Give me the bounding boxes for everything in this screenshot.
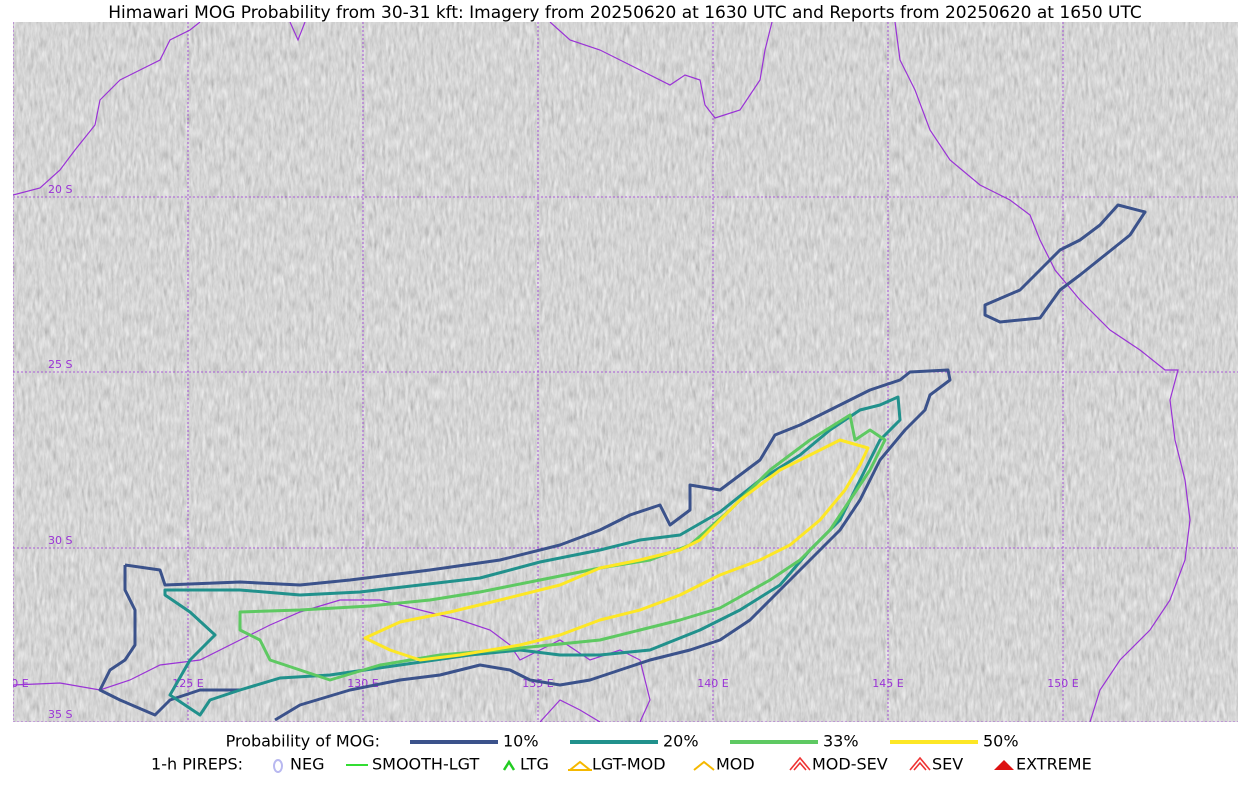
legend-label: SEV xyxy=(932,755,963,774)
legend-label: SMOOTH-LGT xyxy=(372,755,479,774)
longitude-label: 120 E xyxy=(0,677,29,690)
pirep-symbol xyxy=(994,760,1014,770)
legend-title: 1-h PIREPS: xyxy=(151,755,243,774)
pirep-symbol xyxy=(909,756,931,771)
latitude-label: 25 S xyxy=(48,358,72,371)
longitude-label: 145 E xyxy=(872,677,903,690)
pirep-symbol xyxy=(568,760,592,771)
legend-label: EXTREME xyxy=(1016,755,1092,774)
latitude-label: 30 S xyxy=(48,534,72,547)
legend-label: LGT-MOD xyxy=(592,755,666,774)
coastlines xyxy=(13,22,1191,722)
pirep-symbol xyxy=(693,760,715,771)
contour-50 xyxy=(363,438,870,662)
title: Himawari MOG Probability from 30-31 kft:… xyxy=(108,3,1142,23)
contour-10 xyxy=(983,203,1147,324)
latitude-label: 35 S xyxy=(48,708,72,721)
legend-label: LTG xyxy=(520,755,549,774)
pirep-symbol xyxy=(789,756,811,771)
legend: Probability of MOG: 10% 20% 33% 50% 1-h PIREP… xyxy=(151,732,1092,774)
pirep-symbol xyxy=(273,759,283,773)
contour-33 xyxy=(238,413,887,682)
legend-label: MOD xyxy=(716,755,755,774)
pirep-symbol xyxy=(502,759,516,771)
longitude-label: 140 E xyxy=(697,677,728,690)
legend-title: Probability of MOG: xyxy=(226,732,380,751)
legend-label: 50% xyxy=(983,732,1019,751)
legend-label: 20% xyxy=(663,732,699,751)
legend-label: 33% xyxy=(823,732,859,751)
probability-contours xyxy=(98,203,1147,722)
latitude-label: 20 S xyxy=(48,183,72,196)
legend-label: 10% xyxy=(503,732,539,751)
longitude-label: 150 E xyxy=(1047,677,1078,690)
legend-label: NEG xyxy=(290,755,324,774)
legend-label: MOD-SEV xyxy=(812,755,888,774)
